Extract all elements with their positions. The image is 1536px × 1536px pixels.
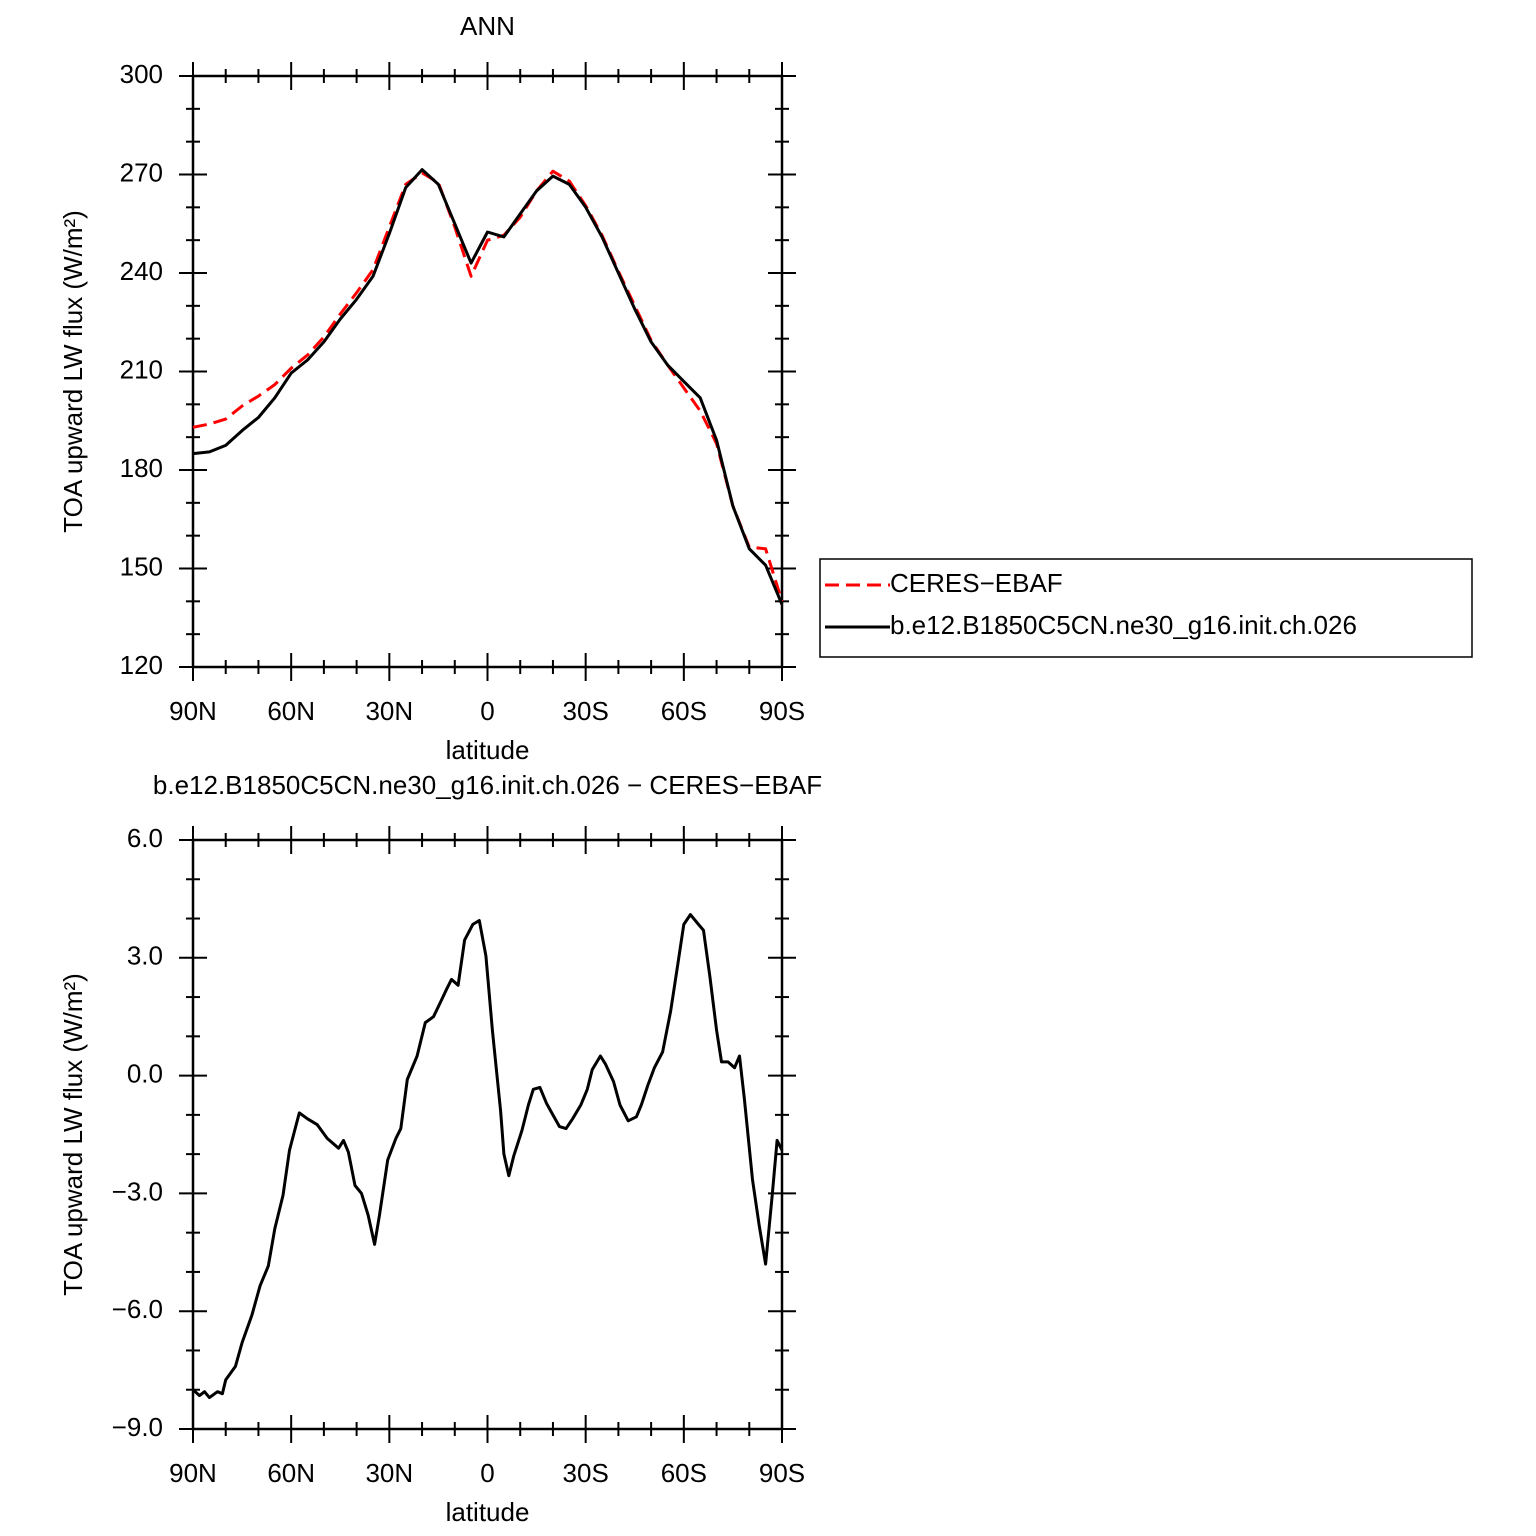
- x-tick-label: 30S: [563, 1458, 609, 1488]
- y-tick-label: 210: [120, 354, 163, 384]
- y-tick-label: 300: [120, 59, 163, 89]
- y-axis-label: TOA upward LW flux (W/m²): [58, 973, 88, 1296]
- y-tick-label: 180: [120, 453, 163, 483]
- x-tick-label: 60N: [267, 1458, 315, 1488]
- y-tick-label: 6.0: [127, 823, 163, 853]
- data-line: [192, 169, 784, 602]
- legend-box: [819, 558, 1473, 658]
- legend-label: CERES−EBAF: [890, 568, 1063, 598]
- x-axis-label: latitude: [446, 735, 530, 765]
- x-tick-label: 90N: [169, 1458, 217, 1488]
- x-tick-label: 60S: [661, 696, 707, 726]
- y-tick-label: 270: [120, 157, 163, 187]
- y-tick-label: −3.0: [112, 1176, 163, 1206]
- y-tick-label: 240: [120, 256, 163, 286]
- x-tick-label: 90S: [759, 696, 805, 726]
- x-axis-label: latitude: [446, 1497, 530, 1527]
- y-tick-label: 0.0: [127, 1058, 163, 1088]
- y-axis-label: TOA upward LW flux (W/m²): [58, 210, 88, 533]
- data-line: [192, 168, 784, 606]
- y-tick-label: −9.0: [112, 1412, 163, 1442]
- x-tick-label: 0: [480, 696, 494, 726]
- legend-label: b.e12.B1850C5CN.ne30_g16.init.ch.026: [890, 610, 1357, 640]
- y-tick-label: 120: [120, 650, 163, 680]
- plot-frame: [191, 74, 784, 669]
- x-tick-label: 0: [480, 1458, 494, 1488]
- x-tick-label: 30N: [365, 696, 413, 726]
- x-tick-label: 60S: [661, 1458, 707, 1488]
- chart-title: ANN: [460, 11, 515, 41]
- x-tick-label: 30N: [365, 1458, 413, 1488]
- x-tick-label: 60N: [267, 696, 315, 726]
- y-tick-label: 150: [120, 551, 163, 581]
- data-line: [191, 913, 784, 1400]
- y-tick-label: 3.0: [127, 941, 163, 971]
- x-tick-label: 90N: [169, 696, 217, 726]
- x-tick-label: 90S: [759, 1458, 805, 1488]
- x-tick-label: 30S: [563, 696, 609, 726]
- y-tick-label: −6.0: [112, 1294, 163, 1324]
- chart-title: b.e12.B1850C5CN.ne30_g16.init.ch.026 − C…: [153, 770, 822, 800]
- plot-frame: [191, 838, 784, 1431]
